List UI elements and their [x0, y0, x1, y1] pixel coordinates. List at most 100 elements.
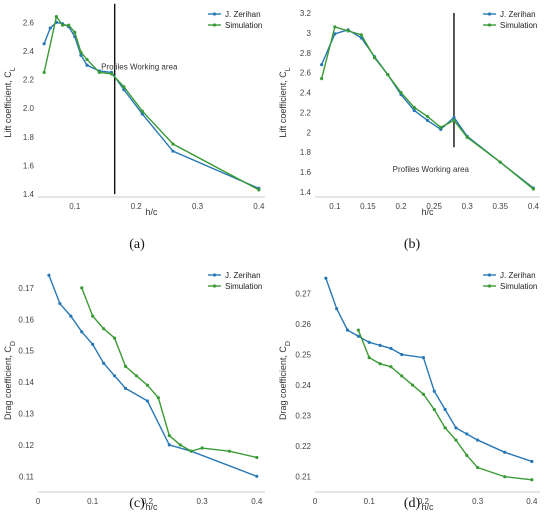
- legend-marker: [212, 284, 217, 288]
- data-point: [443, 426, 447, 430]
- data-point: [465, 453, 469, 457]
- y-tick-label: 0.12: [18, 441, 34, 450]
- data-point: [476, 465, 480, 470]
- x-tick-label: 0.1: [87, 497, 99, 506]
- y-tick-label: 0.23: [295, 412, 311, 421]
- data-point: [320, 77, 324, 81]
- x-tick-label: 0.1: [329, 202, 341, 211]
- x-tick-label: 0: [313, 497, 318, 506]
- data-point: [386, 73, 390, 77]
- y-tick-label: 0.25: [295, 351, 311, 360]
- y-tick-label: 2.6: [300, 69, 312, 78]
- y-tick-label: 2: [307, 128, 312, 137]
- data-point: [530, 478, 534, 482]
- data-point: [359, 33, 363, 37]
- data-point: [333, 25, 337, 29]
- y-tick-label: 3.2: [300, 9, 312, 18]
- data-point: [503, 475, 507, 479]
- data-point: [425, 114, 430, 119]
- y-tick-label: 2.2: [23, 76, 35, 85]
- x-axis-label: h/c: [421, 207, 434, 217]
- data-point: [439, 125, 443, 129]
- data-point: [91, 314, 95, 318]
- data-point: [42, 70, 46, 75]
- data-point: [156, 396, 160, 400]
- data-point: [531, 187, 535, 191]
- x-tick-label: 0.25: [426, 202, 442, 211]
- data-point: [97, 70, 101, 75]
- data-point: [356, 334, 360, 338]
- data-point: [530, 459, 534, 464]
- data-point: [452, 115, 456, 120]
- x-tick-label: 0.2: [142, 497, 154, 506]
- data-point: [503, 450, 507, 454]
- data-point: [80, 286, 84, 290]
- data-point: [102, 361, 106, 365]
- y-tick-label: 0.16: [18, 315, 34, 324]
- lift-chart-a: 0.1 0.2 0.3 0.4 1.4 1.6 1.8 2.0 2.2 2.4 2.6 h/c Lift…: [3, 3, 265, 217]
- y-tick-label: 0.21: [295, 473, 311, 482]
- data-point: [189, 449, 193, 453]
- y-tick-label: 2.4: [23, 47, 35, 56]
- drag-chart-c: 0 0.1 0.2 0.3 0.4 0.11 0.12 0.13 0.14 0.15 0.16 0.1…: [3, 271, 265, 512]
- data-point: [85, 57, 89, 62]
- data-point: [171, 149, 175, 153]
- x-tick-label: 0.4: [528, 202, 540, 211]
- series-line-zerihan: [48, 275, 258, 477]
- lift-chart-b: 0.1 0.15 0.2 0.25 0.3 0.35 0.4 1.4 1.6 1.8 2 2.2 2.4…: [278, 9, 540, 217]
- data-point: [372, 56, 377, 60]
- data-point: [110, 72, 114, 76]
- y-tick-label: 2.6: [23, 18, 35, 27]
- data-point: [140, 109, 144, 113]
- data-point: [112, 336, 117, 340]
- data-point: [335, 307, 339, 311]
- x-tick-label: 0.2: [131, 202, 143, 211]
- x-tick-label: 0.35: [493, 202, 509, 211]
- y-tick-label: 0.22: [295, 442, 311, 451]
- data-point: [255, 455, 259, 460]
- data-point: [123, 386, 128, 390]
- y-tick-label: 2.2: [300, 108, 312, 117]
- legend-label: Simulation: [500, 21, 537, 30]
- data-point: [346, 29, 350, 33]
- series-line-simulation: [81, 287, 257, 459]
- y-tick-label: 0.17: [18, 284, 34, 293]
- chart-panel-b: 0.1 0.15 0.2 0.25 0.3 0.35 0.4 1.4 1.6 1.8 2 2.2 2.4…: [275, 0, 550, 257]
- data-point: [400, 352, 404, 357]
- y-tick-label: 0.24: [295, 381, 311, 390]
- legend-marker: [212, 273, 217, 277]
- legend-label: J. Zerihan: [500, 271, 536, 280]
- data-point: [432, 407, 436, 412]
- legend-label: Simulation: [500, 282, 537, 291]
- y-tick-label: 1.4: [23, 190, 35, 199]
- data-point: [167, 443, 171, 447]
- data-point: [123, 364, 128, 368]
- data-point: [85, 63, 89, 67]
- data-point: [200, 446, 204, 450]
- y-tick-label: 1.6: [23, 162, 35, 171]
- data-point: [454, 426, 458, 430]
- data-point: [399, 90, 403, 95]
- y-tick-label: 2.0: [23, 104, 35, 113]
- x-tick-label: 0.1: [364, 497, 376, 506]
- x-tick-label: 0.3: [192, 202, 204, 211]
- series-line-zerihan: [43, 21, 260, 190]
- y-tick-label: 2.8: [300, 49, 312, 58]
- drag-chart-d: 0 0.1 0.2 0.3 0.4 0.21 0.22 0.23 0.24 0.25 0.26 0.2…: [278, 271, 540, 512]
- y-axis-label: Lift coefficient, CL: [278, 67, 292, 137]
- data-point: [80, 330, 84, 334]
- data-point: [421, 392, 426, 396]
- y-tick-label: 0.27: [295, 289, 311, 298]
- y-tick-label: 0.26: [295, 320, 311, 329]
- data-point: [227, 449, 232, 453]
- data-point: [134, 374, 139, 378]
- data-point: [443, 407, 447, 412]
- data-point: [400, 374, 404, 378]
- data-point: [378, 362, 382, 366]
- legend-marker: [487, 273, 492, 277]
- legend-label: J. Zerihan: [225, 10, 261, 19]
- data-point: [432, 389, 436, 393]
- data-point: [69, 314, 73, 318]
- data-point: [345, 328, 350, 332]
